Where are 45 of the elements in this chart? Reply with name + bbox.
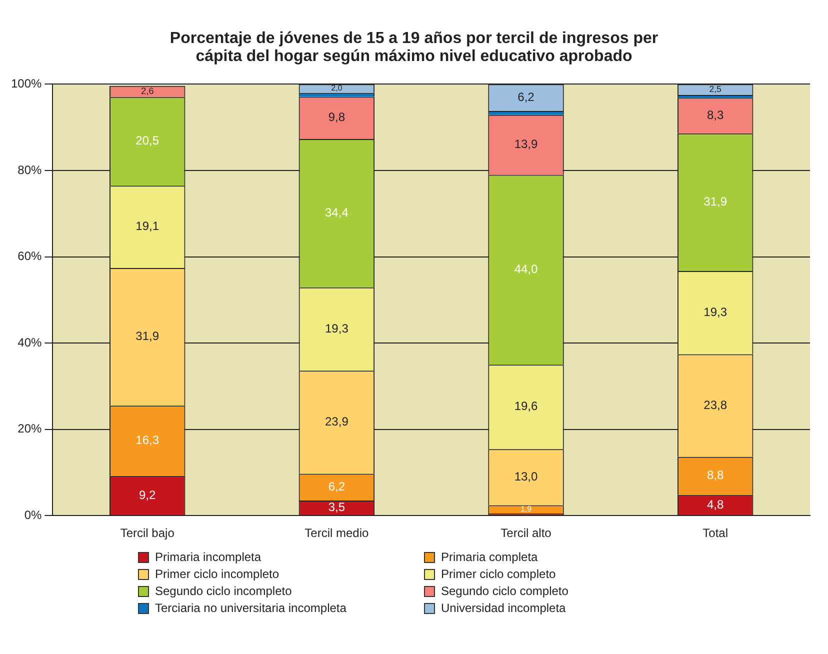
- x-tick-label: Tercil bajo: [120, 526, 175, 540]
- data-label: 23,8: [704, 398, 728, 412]
- data-label: 19,3: [704, 304, 728, 319]
- data-label: 9,2: [139, 488, 156, 502]
- data-label: 31,9: [704, 194, 728, 208]
- chart-title: Porcentaje de jóvenes de 15 a 19 años por tercil de ingresos per cápita del hogar según máximo nivel educativo aprobado: [168, 29, 660, 67]
- x-tick-label: Total: [702, 526, 728, 540]
- data-label: 20,5: [136, 134, 160, 148]
- data-label: 1,9: [520, 504, 532, 514]
- data-label: 9,8: [328, 110, 346, 124]
- legend-label: Primer ciclo incompleto: [155, 567, 280, 581]
- legend-label: Primaria completa: [441, 550, 538, 564]
- y-tick-label: 60%: [18, 249, 42, 264]
- data-label: 3,5: [328, 500, 346, 514]
- data-label: 4,8: [706, 497, 724, 512]
- legend-label: Primer ciclo completo: [441, 567, 556, 581]
- legend-label: Primaria incompleta: [155, 550, 262, 564]
- data-label: 19,3: [325, 321, 349, 336]
- data-label: 13,0: [514, 470, 538, 484]
- data-label: 6,2: [518, 90, 535, 104]
- legend-label: Terciaria no universitaria incompleta: [155, 601, 346, 615]
- data-label: 13,9: [514, 137, 538, 152]
- legend-label: Segundo ciclo completo: [441, 584, 568, 598]
- data-label: 34,4: [325, 206, 349, 220]
- data-label: 19,6: [514, 399, 538, 414]
- data-label: 44,0: [514, 262, 538, 276]
- y-tick-label: 80%: [18, 162, 42, 177]
- data-label: 31,9: [136, 329, 160, 344]
- data-label: 16,3: [136, 433, 160, 448]
- data-label: 23,9: [325, 414, 349, 429]
- data-label: 2,0: [331, 84, 343, 93]
- y-tick-label: 0%: [24, 508, 42, 522]
- legend-label: Universidad incompleta: [441, 601, 566, 615]
- data-label: 8,3: [706, 108, 724, 122]
- data-label: 2,5: [709, 84, 722, 94]
- data-label: 6,2: [328, 479, 346, 494]
- legend-label: Segundo ciclo incompleto: [155, 584, 292, 598]
- y-tick-label: 100%: [10, 76, 42, 91]
- y-tick-label: 40%: [18, 335, 42, 350]
- data-label: 2,6: [140, 86, 154, 96]
- data-label: 19,1: [136, 219, 160, 234]
- y-tick-label: 20%: [18, 422, 42, 436]
- x-tick-label: Tercil alto: [500, 526, 552, 540]
- x-tick-label: Tercil medio: [304, 526, 370, 540]
- data-label: 8,8: [706, 468, 724, 482]
